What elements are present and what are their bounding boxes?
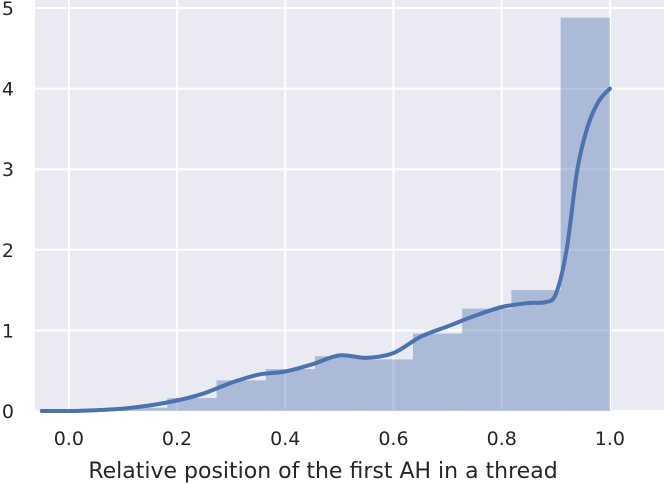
- x-tick-label-2: 0.4: [270, 428, 300, 450]
- histogram-bar-9: [511, 290, 561, 411]
- y-tick-label-0: 0: [2, 401, 14, 423]
- kde-line: [39, 86, 612, 414]
- histogram-bar-5: [315, 356, 364, 411]
- x-tick-label-3: 0.6: [378, 428, 408, 450]
- y-tick-label-2: 2: [2, 240, 14, 262]
- x-axis-label: Relative position of the first AH in a t…: [88, 459, 557, 484]
- y-tick-label-1: 1: [2, 320, 14, 342]
- x-tick-label-1: 0.2: [162, 428, 192, 450]
- x-tick-label-4: 0.8: [487, 428, 517, 450]
- y-tick-labels: 0 1 2 3 4 5: [2, 0, 14, 423]
- histogram-bar-8: [462, 308, 512, 411]
- y-tick-label-4: 4: [2, 79, 14, 101]
- grid: [35, 0, 664, 412]
- y-tick-label-5: 5: [2, 0, 14, 20]
- x-tick-labels: 0.0 0.2 0.4 0.6 0.8 1.0: [54, 428, 625, 450]
- histogram-bar-7: [412, 333, 463, 411]
- histogram-bar-10: [560, 17, 610, 412]
- histogram-bars: [118, 17, 610, 412]
- y-tick-label-3: 3: [2, 159, 14, 181]
- histogram-bar-6: [363, 359, 413, 411]
- x-tick-label-5: 1.0: [595, 428, 625, 450]
- plot-background: [35, 0, 664, 411]
- histogram-bar-1: [118, 407, 168, 411]
- x-tick-label-0: 0.0: [54, 428, 84, 450]
- histogram-bar-4: [265, 369, 316, 411]
